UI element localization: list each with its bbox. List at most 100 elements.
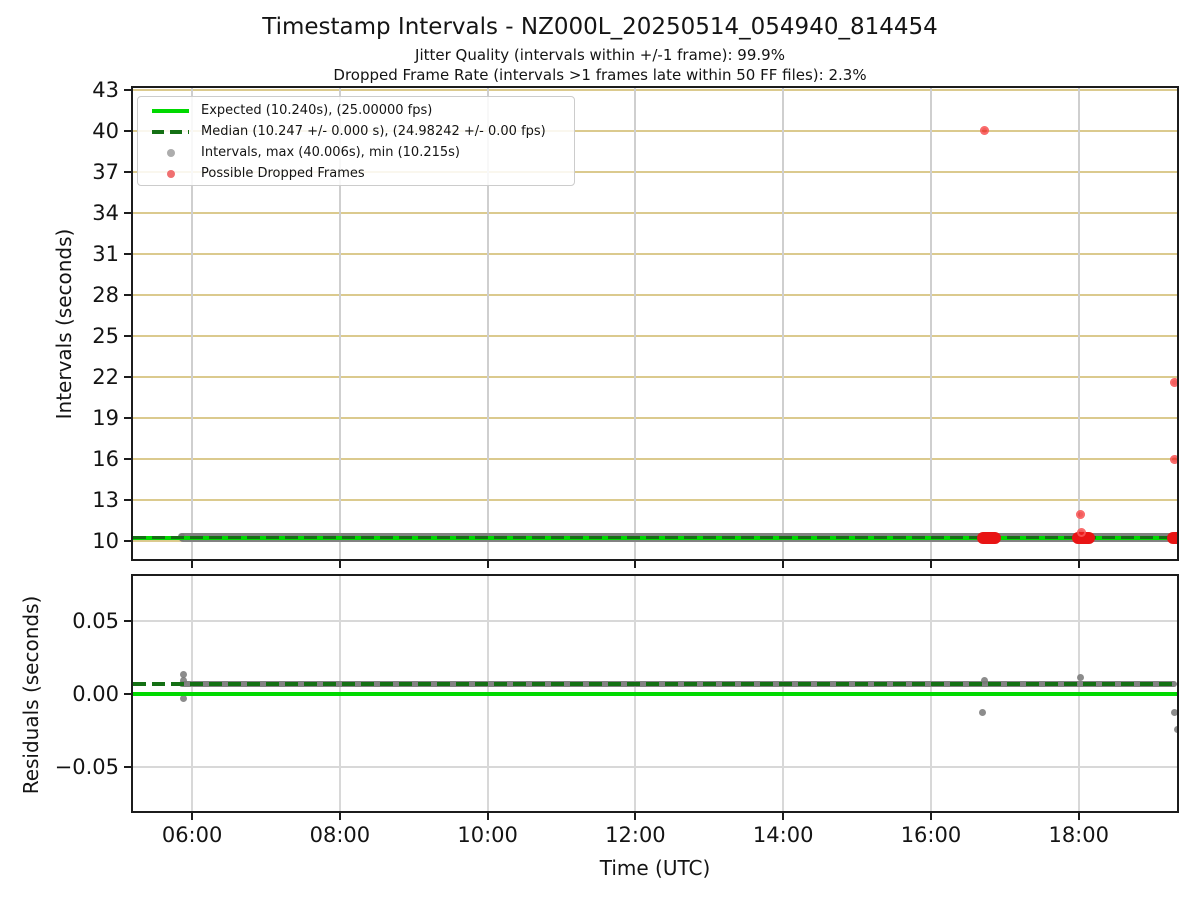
- y-tick-label: 31: [92, 241, 119, 266]
- x-tick-mark: [929, 813, 932, 820]
- legend-line-sample: [152, 129, 189, 134]
- x-tick-label: 12:00: [605, 823, 666, 847]
- x-tick-label: 14:00: [752, 823, 814, 847]
- subtitle-dropped-frame-rate: Dropped Frame Rate (intervals >1 frames …: [333, 66, 867, 84]
- dropped-frame-point: [1169, 377, 1177, 387]
- y-tick-label: 0.05: [72, 608, 119, 633]
- y-tick-label: 22: [92, 364, 119, 389]
- y-tick-label: 13: [92, 487, 119, 512]
- gridline-horizontal: [133, 334, 1177, 337]
- y-tick-mark: [124, 129, 131, 132]
- x-tick-label: 06:00: [161, 823, 223, 847]
- gridline-horizontal: [133, 498, 1177, 501]
- y-tick-label: 10: [92, 528, 119, 553]
- y-tick-mark: [124, 416, 131, 419]
- x-tick-mark: [929, 561, 932, 568]
- x-tick-label: 10:00: [457, 823, 518, 847]
- interval-point: [180, 695, 188, 703]
- gridline-vertical: [929, 88, 932, 559]
- gridline-vertical: [634, 88, 637, 559]
- dropped-frames-cluster: [1166, 531, 1177, 544]
- gridline-horizontal: [133, 375, 1177, 378]
- gridline-horizontal: [133, 170, 1177, 173]
- interval-point: [1077, 674, 1085, 682]
- y-tick-mark: [124, 539, 131, 542]
- x-tick-mark: [1077, 813, 1080, 820]
- dropped-frame-point: [1076, 509, 1086, 519]
- legend-item-3: Possible Dropped Frames: [138, 163, 574, 184]
- y-tick-mark: [124, 334, 131, 337]
- x-tick-mark: [782, 813, 785, 820]
- y-tick-mark: [124, 252, 131, 255]
- dropped-frame-point: [980, 126, 990, 136]
- y-tick-label: −0.05: [54, 754, 119, 779]
- x-tick-mark: [486, 561, 489, 568]
- gridline-horizontal: [133, 457, 1177, 460]
- gridline-vertical: [1077, 88, 1080, 559]
- y-tick-label: 34: [92, 200, 119, 225]
- y-tick-label: 40: [92, 118, 119, 143]
- interval-point: [180, 670, 188, 678]
- legend-dot-icon: [166, 148, 175, 157]
- interval-point: [979, 709, 987, 717]
- x-tick-mark: [191, 561, 194, 568]
- expected-line: [133, 691, 1177, 696]
- dropped-frames-cluster: [976, 531, 1002, 544]
- legend-label: Expected (10.240s), (25.00000 fps): [201, 103, 433, 118]
- chart-title: Timestamp Intervals - NZ000L_20250514_05…: [262, 14, 938, 40]
- plot-residuals: [131, 574, 1179, 813]
- gridline-vertical: [486, 88, 489, 559]
- median-line: [133, 682, 1177, 686]
- gridline-vertical: [338, 88, 341, 559]
- expected-line-sample: [152, 108, 189, 113]
- gridline-horizontal: [133, 765, 1177, 768]
- legend-label: Median (10.247 +/- 0.000 s), (24.98242 +…: [201, 124, 546, 139]
- x-tick-mark: [191, 813, 194, 820]
- y-tick-mark: [124, 88, 131, 91]
- x-tick-mark: [338, 813, 341, 820]
- x-tick-mark: [782, 561, 785, 568]
- gridline-horizontal: [133, 252, 1177, 255]
- y-tick-label: 43: [92, 77, 119, 102]
- dropped-frames-marker-icon: [152, 169, 189, 178]
- x-tick-mark: [1077, 561, 1080, 568]
- y-tick-label: 19: [92, 405, 119, 430]
- y-tick-mark: [124, 170, 131, 173]
- y-tick-label: 0.00: [72, 681, 119, 706]
- x-axis-label: Time (UTC): [599, 856, 711, 880]
- x-tick-mark: [486, 813, 489, 820]
- y-tick-mark: [124, 692, 131, 695]
- interval-point: [179, 677, 187, 685]
- gridline-horizontal: [133, 416, 1177, 419]
- median-line: [133, 535, 1177, 540]
- x-tick-mark: [338, 561, 341, 568]
- x-tick-mark: [634, 813, 637, 820]
- y-tick-mark: [124, 498, 131, 501]
- subtitle-jitter-quality: Jitter Quality (intervals within +/-1 fr…: [415, 46, 785, 64]
- y-tick-mark: [124, 375, 131, 378]
- legend-item-0: Expected (10.240s), (25.00000 fps): [138, 100, 574, 121]
- y-tick-label: 25: [92, 323, 119, 348]
- gridline-vertical: [782, 88, 785, 559]
- x-tick-label: 18:00: [1048, 823, 1109, 847]
- interval-point: [1171, 709, 1177, 717]
- y-tick-label: 37: [92, 159, 119, 184]
- legend: Expected (10.240s), (25.00000 fps) Median…: [137, 96, 575, 186]
- interval-point: [1173, 726, 1177, 734]
- y-tick-mark: [124, 765, 131, 768]
- x-tick-label: 16:00: [900, 823, 962, 847]
- gridline-horizontal: [133, 88, 1177, 91]
- legend-item-1: Median (10.247 +/- 0.000 s), (24.98242 +…: [138, 121, 574, 142]
- gridline-horizontal: [133, 211, 1177, 214]
- legend-item-2: Intervals, max (40.006s), min (10.215s): [138, 142, 574, 163]
- y-tick-label: 28: [92, 282, 119, 307]
- y-tick-mark: [124, 211, 131, 214]
- dropped-frame-point: [1077, 527, 1087, 537]
- legend-dot-icon: [166, 169, 175, 178]
- y-tick-mark: [124, 619, 131, 622]
- x-tick-mark: [634, 561, 637, 568]
- y-tick-mark: [124, 293, 131, 296]
- dropped-frame-point: [1170, 454, 1177, 464]
- gridline-horizontal: [133, 129, 1177, 132]
